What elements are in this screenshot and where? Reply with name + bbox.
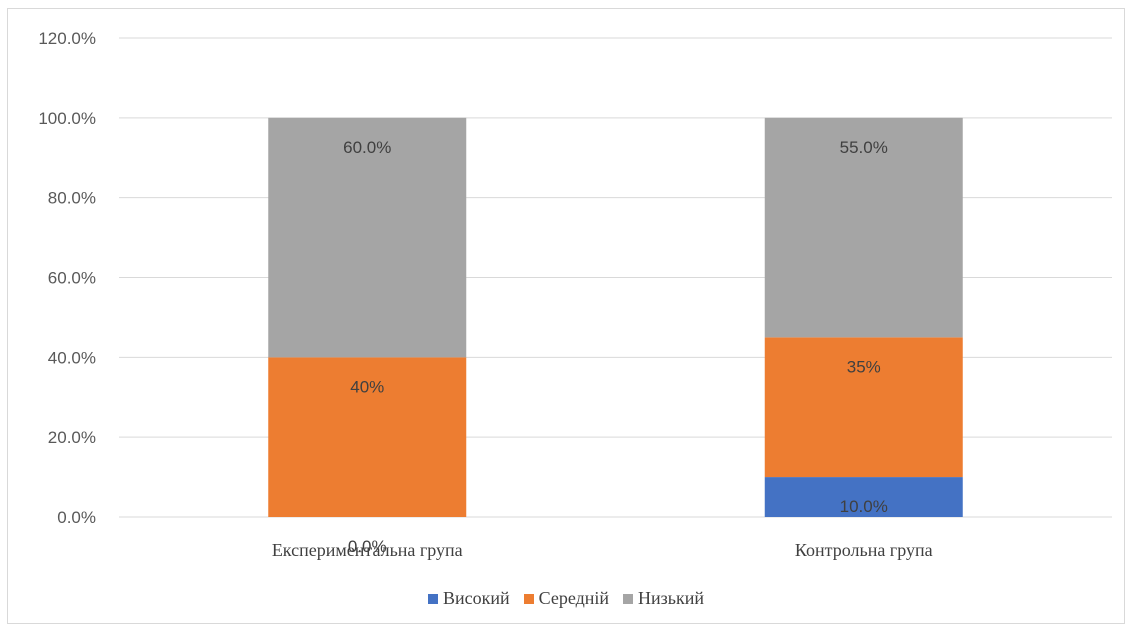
- bar-segment: [268, 357, 467, 517]
- y-tick-label: 40.0%: [48, 348, 96, 367]
- bar-segment: [764, 337, 963, 478]
- y-tick-label: 120.0%: [38, 29, 96, 48]
- y-tick-label: 80.0%: [48, 189, 96, 208]
- bar-segment: [764, 477, 963, 517]
- legend-label-low: Низький: [638, 588, 704, 608]
- y-tick-label: 0.0%: [57, 508, 96, 527]
- legend-swatch-low: [623, 593, 634, 604]
- data-label: 0.0%: [348, 537, 387, 556]
- bar-segment: [764, 117, 963, 338]
- legend-item-medium: Середній: [523, 588, 610, 609]
- legend-swatch-high: [427, 593, 438, 604]
- legend-label-medium: Середній: [538, 588, 610, 608]
- bar-segment: [268, 117, 467, 358]
- x-category-label: Контрольна група: [795, 540, 933, 560]
- data-label: 10.0%: [840, 497, 888, 516]
- y-tick-label: 60.0%: [48, 269, 96, 288]
- legend-label-high: Високий: [442, 588, 510, 608]
- x-category-label: Експериментальна група: [272, 540, 463, 560]
- legend-item-high: Високий: [427, 588, 510, 609]
- chart-legend: Високий Середній Низький: [0, 588, 1132, 609]
- data-label: 35%: [847, 357, 881, 376]
- data-label: 40%: [350, 377, 384, 396]
- legend-swatch-medium: [523, 593, 534, 604]
- data-label: 55.0%: [840, 138, 888, 157]
- data-label: 60.0%: [343, 138, 391, 157]
- y-tick-label: 20.0%: [48, 428, 96, 447]
- y-tick-label: 100.0%: [38, 109, 96, 128]
- legend-item-low: Низький: [623, 588, 704, 609]
